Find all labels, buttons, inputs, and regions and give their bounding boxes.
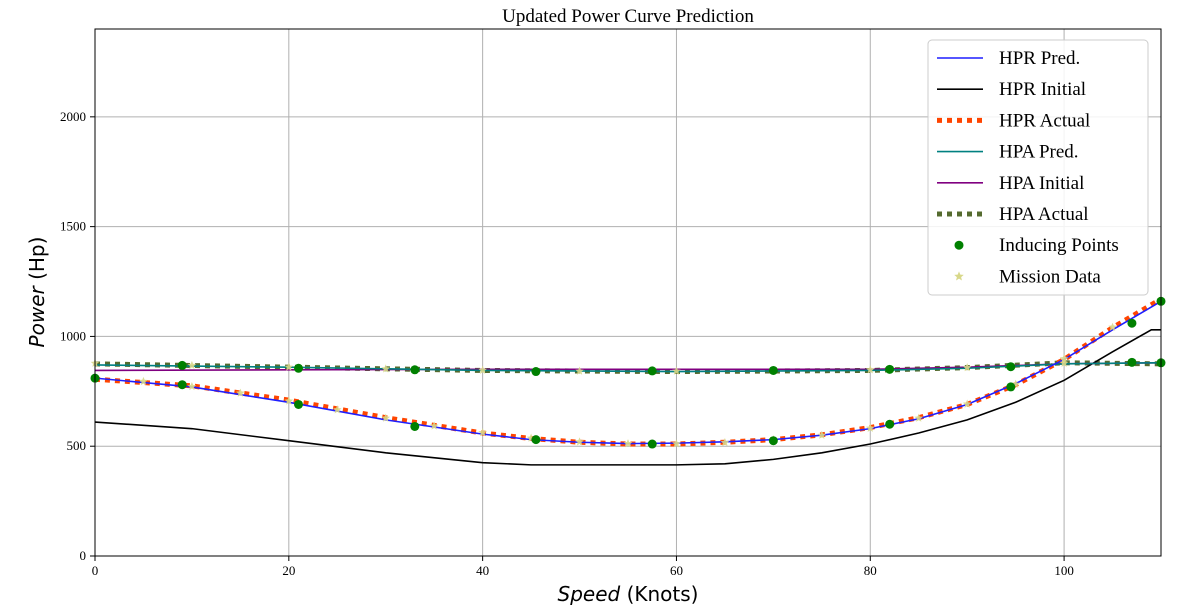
- x-tick-label: 20: [282, 563, 295, 578]
- mission-data-point: [672, 366, 681, 375]
- y-axis-label: Power (Hp): [25, 237, 49, 348]
- inducing-point: [177, 360, 187, 370]
- mission-data-point: [962, 363, 972, 372]
- y-tick-label: 1000: [60, 328, 86, 343]
- inducing-point: [531, 367, 541, 377]
- series-line-hpa-actual: [94, 360, 1162, 375]
- legend-swatch-mission-data: [954, 271, 964, 281]
- mission-data-point: [623, 439, 633, 448]
- mission-data-point: [187, 360, 197, 370]
- x-axis-label: Speed (Knots): [558, 582, 699, 606]
- mission-data-point: [1059, 354, 1069, 363]
- x-tick-label: 40: [476, 563, 489, 578]
- legend-label-hpr-initial: HPR Initial: [999, 79, 1086, 100]
- y-tick-label: 500: [67, 438, 87, 453]
- mission-data-point: [429, 421, 439, 430]
- mission-data-point: [914, 413, 924, 422]
- legend-label-inducing-points: Inducing Points: [999, 235, 1119, 256]
- mission-data-point: [381, 364, 391, 373]
- inducing-point: [1006, 382, 1016, 392]
- inducing-point: [768, 365, 778, 375]
- legend-label-hpa-actual: HPA Actual: [999, 204, 1089, 225]
- mission-data-point: [139, 376, 148, 386]
- inducing-point: [1127, 318, 1137, 328]
- inducing-point: [1127, 357, 1137, 367]
- legend-swatch-inducing-points: [954, 240, 964, 250]
- mission-data-point: [962, 399, 972, 408]
- inducing-point: [294, 399, 304, 409]
- inducing-point: [531, 435, 541, 445]
- x-axis-label-var: Speed: [558, 582, 621, 606]
- mission-data-point: [381, 413, 391, 422]
- y-axis-label-var: Power: [25, 284, 49, 347]
- mission-data-point: [865, 365, 875, 374]
- plot-frame: [94, 28, 1162, 557]
- mission-data-point: [575, 437, 584, 446]
- legend-label-hpa-initial: HPA Initial: [999, 173, 1084, 194]
- inducing-point: [294, 363, 304, 373]
- x-axis-ticks: 0 20 40 60 80 100: [92, 556, 1074, 578]
- mission-data-point: [817, 430, 827, 439]
- legend-label-hpa-pred: HPA Pred.: [999, 142, 1079, 163]
- mission-data-point: [672, 439, 681, 448]
- inducing-point: [1006, 362, 1016, 372]
- legend-label-hpr-pred: HPR Pred.: [999, 48, 1080, 69]
- series-line-hpr-initial: [94, 329, 1161, 466]
- x-axis-label-unit: (Knots): [627, 582, 699, 606]
- mission-data-point: [478, 365, 487, 374]
- inducing-point: [410, 365, 420, 375]
- legend-label-hpr-actual: HPR Actual: [999, 110, 1090, 131]
- y-axis-ticks: 0 500 1000 1500 2000: [60, 109, 95, 563]
- legend: HPR Pred. HPR Initial HPR Actual HPA Pred. H…: [927, 39, 1149, 296]
- legend-label-mission-data: Mission Data: [999, 266, 1101, 287]
- legend-box: [927, 39, 1149, 296]
- inducing-point: [885, 419, 895, 429]
- inducing-point: [885, 364, 895, 374]
- mission-data-point: [284, 362, 294, 371]
- inducing-point: [647, 439, 657, 449]
- inducing-point: [410, 421, 420, 431]
- chart-title: Updated Power Curve Prediction: [502, 6, 754, 27]
- mission-data-point: [284, 396, 294, 405]
- mission-data-point: [187, 381, 197, 391]
- mission-data-point: [1108, 322, 1117, 331]
- y-tick-label: 1500: [60, 219, 86, 234]
- inducing-point: [177, 380, 187, 390]
- mission-data-point: [720, 437, 730, 447]
- y-tick-label: 2000: [60, 109, 86, 124]
- inducing-point: [647, 366, 657, 376]
- x-tick-label: 100: [1054, 563, 1074, 578]
- y-tick-label: 0: [80, 548, 87, 563]
- mission-data-point: [865, 423, 875, 432]
- mission-data-point: [478, 428, 487, 437]
- x-tick-label: 0: [92, 563, 99, 578]
- mission-data-point: [1059, 358, 1069, 367]
- x-tick-label: 80: [864, 563, 877, 578]
- mission-data-point: [236, 388, 245, 397]
- mission-data-point: [332, 405, 342, 414]
- x-tick-label: 60: [670, 563, 683, 578]
- inducing-point: [768, 436, 778, 446]
- mission-data-point: [575, 366, 584, 375]
- y-axis-label-unit: (Hp): [25, 237, 49, 280]
